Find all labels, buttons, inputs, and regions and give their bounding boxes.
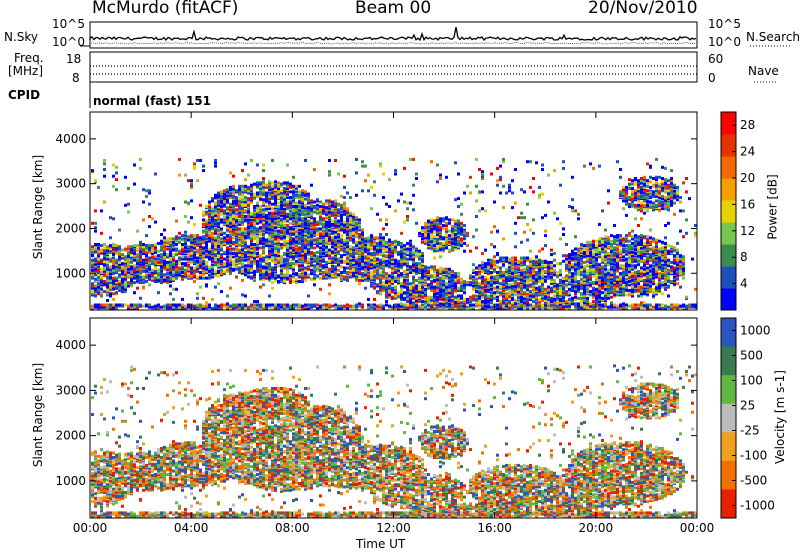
colorbar-segment xyxy=(721,200,736,223)
nsky-panel-frame xyxy=(89,21,698,49)
colorbar-segment xyxy=(721,375,736,405)
x-tick-label: 08:00 xyxy=(275,521,310,535)
colorbar-segment xyxy=(721,432,736,462)
nsky-trace xyxy=(89,26,697,42)
nsky-tick-bottom: 10^0 xyxy=(52,35,85,49)
x-tick-label: 00:00 xyxy=(680,521,715,535)
y-tick-label: 2000 xyxy=(55,429,86,443)
colorbar-tick-label: 20 xyxy=(740,171,755,185)
y-tick-label: 1000 xyxy=(55,474,86,488)
colorbar-segment xyxy=(721,156,736,179)
power-panel-colorbar-frame xyxy=(720,111,737,311)
colorbar-tick-label: 16 xyxy=(740,197,755,211)
freq-tick-top: 18 xyxy=(66,52,82,66)
colorbar-segment xyxy=(721,403,736,433)
nsearch-trace xyxy=(89,42,697,45)
date-title: 20/Nov/2010 xyxy=(588,0,698,18)
colorbar-tick-label: 100 xyxy=(740,374,763,388)
colorbar-tick-label: 1000 xyxy=(740,324,771,338)
nave-tick-bottom: 0 xyxy=(708,71,716,85)
colorbar-segment xyxy=(721,222,736,245)
colorbar-tick-label: 8 xyxy=(740,250,748,264)
colorbar-tick-label: -25 xyxy=(740,424,760,438)
y-tick-label: 3000 xyxy=(55,383,86,397)
nave-label: Nave xyxy=(748,64,779,78)
freq-panel-frame xyxy=(89,51,698,83)
y-tick-label: 3000 xyxy=(55,177,86,191)
cpid-value: normal (fast) 151 xyxy=(93,94,211,108)
velocity-panel-colorbar-frame xyxy=(720,317,737,519)
beam-title: Beam 00 xyxy=(355,0,432,18)
colorbar-segment xyxy=(721,489,736,519)
colorbar-tick-label: -500 xyxy=(740,474,767,488)
freq-label: Freq. xyxy=(14,51,44,65)
colorbar-tick-label: 500 xyxy=(740,349,763,363)
colorbar-segment xyxy=(721,244,736,267)
colorbar-tick-label: 28 xyxy=(740,118,755,132)
freq-unit-label: [MHz] xyxy=(8,64,44,78)
colorbar-segment xyxy=(721,178,736,201)
nsky-tick-top: 10^5 xyxy=(52,17,85,31)
colorbar-segment xyxy=(721,288,736,311)
colorbar-tick-label: 25 xyxy=(740,399,755,413)
station-title: McMurdo (fitACF) xyxy=(92,0,239,18)
colorbar-tick-label: 12 xyxy=(740,224,755,238)
nsky-label: N.Sky xyxy=(4,30,39,44)
colorbar-tick-label: -1000 xyxy=(740,499,775,513)
y-tick-label: 4000 xyxy=(55,338,86,352)
power-panel xyxy=(91,157,697,310)
colorbar-segment xyxy=(721,112,736,135)
cpid-label: CPID xyxy=(8,88,41,102)
x-tick-label: 16:00 xyxy=(477,521,512,535)
nsearch-tick-top: 10^5 xyxy=(708,17,741,31)
colorbar-segment xyxy=(721,460,736,490)
x-tick-label: 04:00 xyxy=(174,521,209,535)
x-tick-label: 12:00 xyxy=(376,521,411,535)
y-tick-label: 4000 xyxy=(55,132,86,146)
y-tick-label: 2000 xyxy=(55,221,86,235)
colorbar-segment xyxy=(721,346,736,376)
nsearch-tick-bottom: 10^0 xyxy=(708,35,741,49)
colorbar-tick-label: -100 xyxy=(740,449,767,463)
colorbar-segment xyxy=(721,266,736,289)
x-tick-label: 00:00 xyxy=(73,521,108,535)
freq-tick-bottom: 8 xyxy=(72,71,80,85)
nsearch-label: N.Search xyxy=(746,30,800,44)
colorbar-segment xyxy=(721,134,736,157)
x-tick-label: 20:00 xyxy=(579,521,614,535)
nave-tick-top: 60 xyxy=(708,52,724,66)
time-xlabel: Time UT xyxy=(356,537,406,551)
colorbar-tick-label: 4 xyxy=(740,277,748,291)
y-tick-label: 1000 xyxy=(55,266,86,280)
colorbar-segment xyxy=(721,318,736,348)
velocity-panel xyxy=(91,364,697,518)
colorbar-tick-label: 24 xyxy=(740,145,755,159)
